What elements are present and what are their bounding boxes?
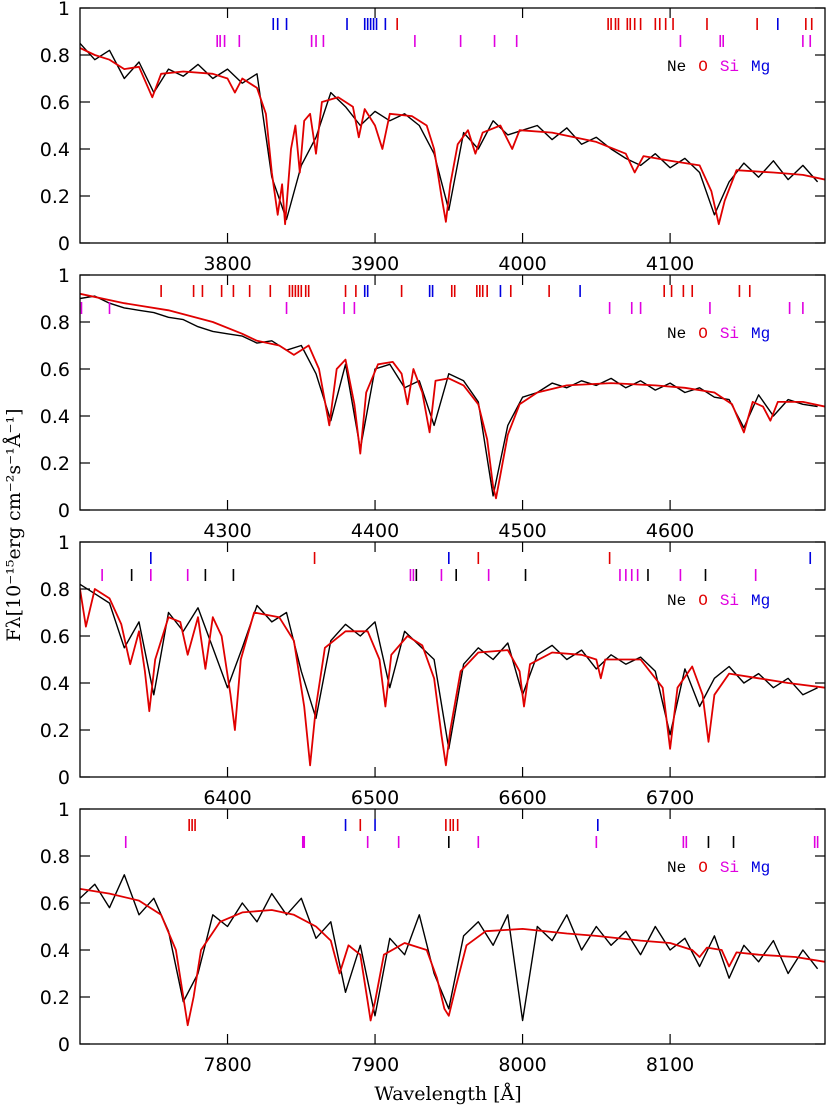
plot-frame	[79, 541, 826, 778]
y-tick-label: 0.2	[40, 720, 70, 742]
x-tick-label: 6500	[351, 787, 399, 809]
y-tick-label: 0.4	[40, 940, 70, 962]
y-tick-label: 0.6	[40, 893, 70, 915]
x-tick-label: 6700	[646, 787, 694, 809]
x-tick-label: 3800	[203, 253, 251, 275]
legend-label: Si	[720, 592, 739, 610]
x-tick-label: 4100	[646, 253, 694, 275]
y-tick-label: 1	[58, 799, 70, 821]
x-tick-label: 4400	[351, 520, 399, 542]
y-tick-label: 0.2	[40, 186, 70, 208]
legend-label: Si	[720, 58, 739, 76]
observed-spectrum	[80, 874, 819, 1022]
y-tick-label: 0.8	[40, 45, 70, 67]
legend-label: Si	[720, 859, 739, 877]
y-tick-label: 0.2	[40, 987, 70, 1009]
y-tick-label: 1	[58, 0, 70, 20]
y-tick-label: 0.6	[40, 626, 70, 648]
x-tick-label: 4000	[498, 253, 546, 275]
x-tick-label: 4500	[498, 520, 546, 542]
legend-label: Ne	[667, 58, 686, 76]
y-tick-label: 0	[58, 500, 70, 522]
y-tick-label: 0.2	[40, 453, 70, 475]
model-spectrum	[80, 588, 825, 767]
y-tick-label: 0.8	[40, 579, 70, 601]
legend-label: Ne	[667, 592, 686, 610]
legend-label: O	[698, 58, 708, 76]
model-spectrum	[80, 47, 825, 226]
legend-label: O	[698, 859, 708, 877]
legend-label: O	[698, 325, 708, 343]
x-tick-label: 4300	[203, 520, 251, 542]
plot-frame	[79, 274, 826, 511]
y-tick-label: 0.6	[40, 92, 70, 114]
y-tick-label: 0.8	[40, 312, 70, 334]
x-tick-label: 6600	[498, 787, 546, 809]
y-tick-label: 1	[58, 532, 70, 554]
legend-label: Mg	[751, 325, 770, 343]
plot-frame	[79, 7, 826, 244]
observed-spectrum	[80, 42, 819, 221]
y-tick-label: 0.6	[40, 359, 70, 381]
legend-label: Mg	[751, 58, 770, 76]
x-tick-label: 7800	[203, 1054, 251, 1076]
model-spectrum	[80, 292, 825, 500]
legend-label: Mg	[751, 592, 770, 610]
y-tick-label: 0.4	[40, 406, 70, 428]
y-axis-title: Fλ[10⁻¹⁵erg cm⁻²s⁻¹Å⁻¹]	[3, 408, 25, 641]
legend-label: Ne	[667, 325, 686, 343]
plot-frame	[79, 808, 826, 1045]
x-axis-title: Wavelength [Å]	[374, 1083, 521, 1105]
y-tick-label: 0.8	[40, 846, 70, 868]
x-tick-label: 7900	[351, 1054, 399, 1076]
x-tick-label: 8000	[498, 1054, 546, 1076]
y-tick-label: 0	[58, 1034, 70, 1056]
y-tick-label: 0	[58, 233, 70, 255]
y-tick-label: 1	[58, 265, 70, 287]
y-tick-label: 0.4	[40, 673, 70, 695]
legend-label: Ne	[667, 859, 686, 877]
legend-label: Si	[720, 325, 739, 343]
x-tick-label: 4600	[646, 520, 694, 542]
legend-label: Mg	[751, 859, 770, 877]
legend-label: O	[698, 592, 708, 610]
x-tick-label: 3900	[351, 253, 399, 275]
model-spectrum	[80, 888, 825, 1027]
x-tick-label: 8100	[646, 1054, 694, 1076]
y-tick-label: 0.4	[40, 139, 70, 161]
y-tick-label: 0	[58, 767, 70, 789]
x-tick-label: 6400	[203, 787, 251, 809]
